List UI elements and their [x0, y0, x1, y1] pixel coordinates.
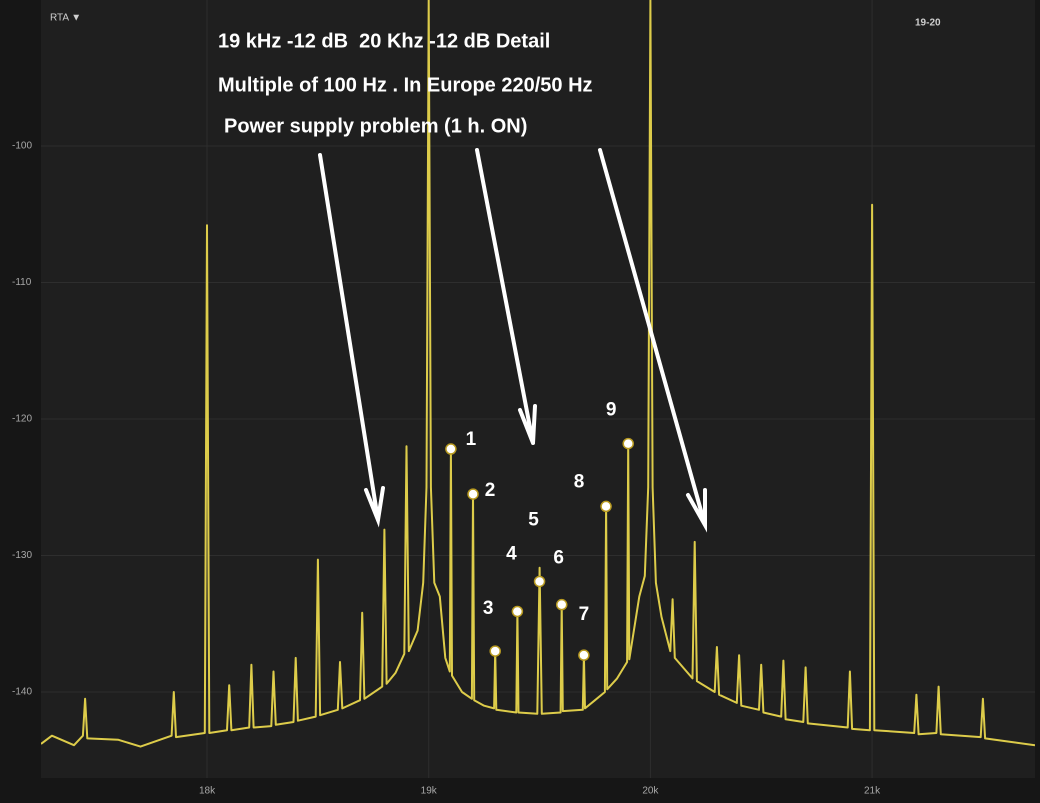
y-tick-label: -140	[12, 687, 32, 698]
y-tick-label: -130	[12, 550, 32, 561]
marker	[555, 598, 568, 611]
arrows	[318, 148, 707, 533]
marker-label: 3	[483, 598, 494, 619]
marker-label: 4	[506, 543, 517, 564]
menu-label[interactable]: RTA ▼	[50, 13, 81, 24]
marker	[445, 443, 457, 455]
arrow	[475, 148, 537, 445]
marker	[467, 488, 479, 500]
marker	[533, 575, 546, 588]
marker-label: 7	[579, 604, 590, 625]
x-tick-label: 20k	[642, 786, 659, 797]
marker-label: 2	[485, 480, 496, 501]
grid	[41, 0, 1035, 778]
marker-label: 6	[553, 548, 564, 569]
x-tick-label: 19k	[421, 786, 438, 797]
marker-label: 1	[466, 429, 477, 450]
preset-label: 19-20	[915, 18, 941, 29]
arrow	[318, 153, 385, 528]
marker	[600, 500, 612, 513]
y-tick-label: -110	[12, 277, 32, 288]
marker	[511, 605, 524, 618]
markers: 1 2 3 456 7 8 9	[445, 400, 634, 661]
marker-label: 5	[528, 509, 539, 530]
y-tick-label: -100	[12, 141, 32, 152]
plot	[41, 0, 1035, 748]
y-tick-label: -120	[12, 414, 32, 425]
spectrum-line	[41, 0, 1035, 748]
arrow	[598, 148, 707, 533]
marker	[489, 645, 501, 657]
annotation: Multiple of 100 Hz . In Europe 220/50 Hz	[218, 74, 593, 96]
marker-label: 9	[606, 400, 617, 421]
marker	[622, 437, 634, 450]
annotation: 19 kHz -12 dB 20 Khz -12 dB Detail	[218, 30, 550, 52]
x-tick-label: 21k	[864, 786, 881, 797]
x-tick-label: 18k	[199, 786, 216, 797]
annotation: Power supply problem (1 h. ON)	[224, 115, 527, 137]
marker-label: 8	[574, 471, 585, 492]
marker	[578, 649, 590, 661]
